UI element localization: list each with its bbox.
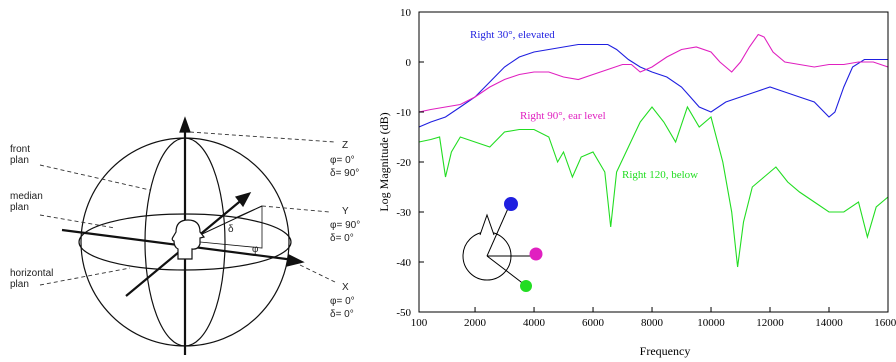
x-leader xyxy=(299,264,336,283)
projection-lines xyxy=(199,206,263,249)
x-tick-label: 10000 xyxy=(697,317,725,329)
z-axis-label: Z xyxy=(342,140,348,151)
y-delta-label: δ= 0° xyxy=(330,233,354,244)
y-axis-title: Log Magnitude (dB) xyxy=(377,112,391,211)
series-annotations-group: Right 30°, elevated Right 90°, ear level R… xyxy=(470,29,698,181)
x-axis-arrowhead xyxy=(286,254,305,267)
series-annotation-1: Right 30°, elevated xyxy=(470,29,555,41)
series-line-1 xyxy=(418,43,888,128)
median-plan-label-1: median xyxy=(10,191,43,202)
plot-series-group xyxy=(418,33,889,268)
z-leader xyxy=(189,131,336,143)
axis-ticks-group: 1002000400060008000100001200014000160001… xyxy=(396,7,896,329)
series-annotation-2: Right 90°, ear level xyxy=(520,110,606,122)
x-phi-label: φ= 0° xyxy=(330,296,355,307)
median-plan-label-2: plan xyxy=(10,202,29,213)
y-axis-arrowhead xyxy=(234,192,252,208)
y-tick-label: 10 xyxy=(400,7,412,19)
x-axis-title: Frequency xyxy=(640,344,691,358)
z-delta-label: δ= 90° xyxy=(330,168,359,179)
series-line-2 xyxy=(418,33,889,113)
x-tick-label: 12000 xyxy=(756,317,784,329)
coordinate-system-diagram: front plan median plan horizontal plan Z… xyxy=(10,116,360,355)
phi-angle-label: φ xyxy=(252,244,259,255)
y-tick-label: -50 xyxy=(396,307,411,319)
inset-nose xyxy=(479,213,495,236)
y-axis-label: Y xyxy=(342,206,349,217)
horizontal-plan-leader xyxy=(39,267,131,286)
y-tick-label: -20 xyxy=(396,157,411,169)
horizontal-plan-label-1: horizontal xyxy=(10,268,53,279)
x-axis-label: X xyxy=(342,282,349,293)
direction-inset xyxy=(462,197,543,292)
inset-line-below xyxy=(486,255,526,286)
frequency-response-chart: 1002000400060008000100001200014000160001… xyxy=(377,7,896,358)
x-tick-label: 4000 xyxy=(523,317,546,329)
x-tick-label: 6000 xyxy=(582,317,605,329)
x-delta-label: δ= 0° xyxy=(330,309,354,320)
head-outline xyxy=(171,219,206,260)
y-leader xyxy=(261,205,331,213)
y-tick-label: -40 xyxy=(396,257,411,269)
x-tick-label: 8000 xyxy=(641,317,664,329)
x-tick-label: 2000 xyxy=(464,317,487,329)
inset-line-elevated xyxy=(486,203,511,257)
y-phi-label: φ= 90° xyxy=(330,220,360,231)
front-plan-label-2: plan xyxy=(10,155,29,166)
z-axis-arrowhead xyxy=(179,116,191,133)
inset-dot-below xyxy=(520,280,532,292)
y-tick-label: -10 xyxy=(396,107,411,119)
x-tick-label: 16000 xyxy=(874,317,896,329)
inset-dot-ear-level xyxy=(529,247,543,261)
z-phi-label: φ= 0° xyxy=(330,155,355,166)
y-tick-label: 0 xyxy=(406,57,412,69)
inset-dot-elevated xyxy=(504,197,518,211)
series-annotation-3: Right 120, below xyxy=(622,169,698,181)
front-plan-label-1: front xyxy=(10,144,30,155)
delta-angle-label: δ xyxy=(228,224,234,235)
x-tick-label: 14000 xyxy=(815,317,843,329)
x-tick-label: 100 xyxy=(411,317,428,329)
series-line-3 xyxy=(418,105,889,268)
horizontal-plan-label-2: plan xyxy=(10,279,29,290)
projection-line-2 xyxy=(234,205,263,219)
y-tick-label: -30 xyxy=(396,207,411,219)
front-plan-leader xyxy=(39,164,151,191)
median-plan-leader xyxy=(39,214,116,229)
